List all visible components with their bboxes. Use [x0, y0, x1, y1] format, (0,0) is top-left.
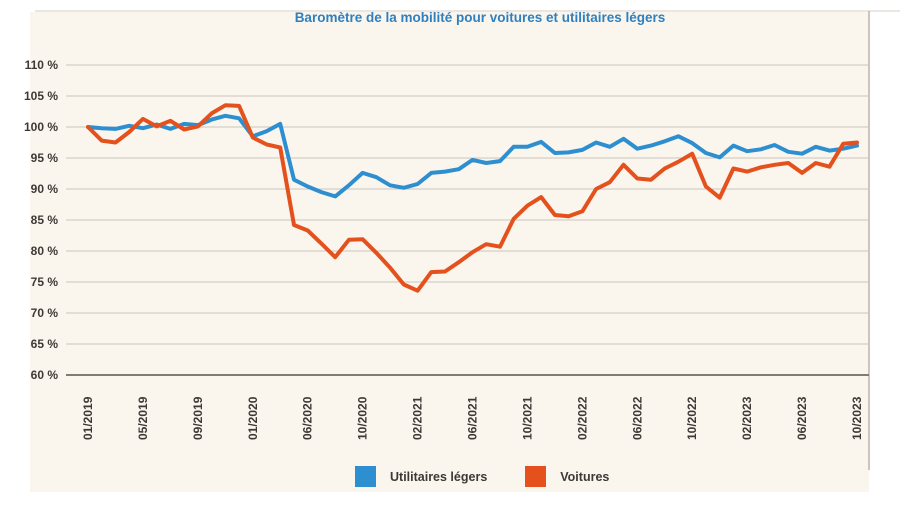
y-axis-labels: 110 % 105 % 100 % 95 % 90 % 85 % 80 % 75 % 70 % 6… [24, 58, 58, 382]
y-axis-label: 100 % [24, 120, 58, 134]
y-axis-label: 65 % [31, 337, 59, 351]
legend-swatch-utilitaires [355, 466, 376, 487]
x-axis-label: 06/2021 [465, 396, 479, 440]
series-line-voitures [86, 103, 859, 293]
x-axis-label: 09/2019 [191, 396, 205, 440]
x-axis-label: 05/2019 [136, 396, 150, 440]
gridlines [66, 64, 869, 376]
series-line-utilitaires-legers [86, 113, 859, 199]
y-axis-label: 110 % [25, 58, 59, 72]
y-axis-label: 95 % [31, 151, 59, 165]
y-axis-label: 80 % [31, 244, 59, 258]
x-axis-label: 06/2022 [630, 396, 644, 440]
x-axis-label: 01/2020 [246, 396, 260, 440]
legend-swatch-voitures [525, 466, 547, 487]
chart-panel [30, 12, 869, 492]
legend-label-utilitaires: Utilitaires légers [390, 469, 488, 484]
x-axis-label: 02/2021 [411, 396, 425, 440]
x-axis-labels: 01/2019 05/2019 09/2019 01/2020 06/2020 10/20… [81, 396, 864, 440]
legend-item-voitures: Voitures [525, 466, 609, 487]
x-axis-label: 10/2023 [850, 396, 864, 440]
x-axis-label: 06/2020 [301, 396, 315, 440]
x-axis-label: 02/2022 [575, 396, 589, 440]
legend: Utilitaires légers Voitures [355, 466, 609, 487]
legend-item-utilitaires: Utilitaires légers [355, 466, 487, 487]
x-axis-label: 10/2021 [520, 396, 534, 440]
x-axis-label: 02/2023 [740, 396, 754, 440]
y-axis-label: 85 % [31, 213, 59, 227]
x-axis-label: 01/2019 [81, 396, 95, 440]
y-axis-label: 60 % [31, 368, 59, 382]
panel-rules [35, 10, 900, 470]
x-axis-label: 10/2020 [356, 396, 370, 440]
y-axis-label: 70 % [31, 306, 59, 320]
y-axis-label: 90 % [31, 182, 59, 196]
x-axis-label: 06/2023 [795, 396, 809, 440]
x-axis-label: 10/2022 [685, 396, 699, 440]
chart-title: Baromètre de la mobilité pour voitures e… [294, 10, 666, 25]
legend-label-voitures: Voitures [560, 469, 610, 484]
y-axis-label: 75 % [31, 275, 59, 289]
y-axis-label: 105 % [24, 89, 58, 103]
